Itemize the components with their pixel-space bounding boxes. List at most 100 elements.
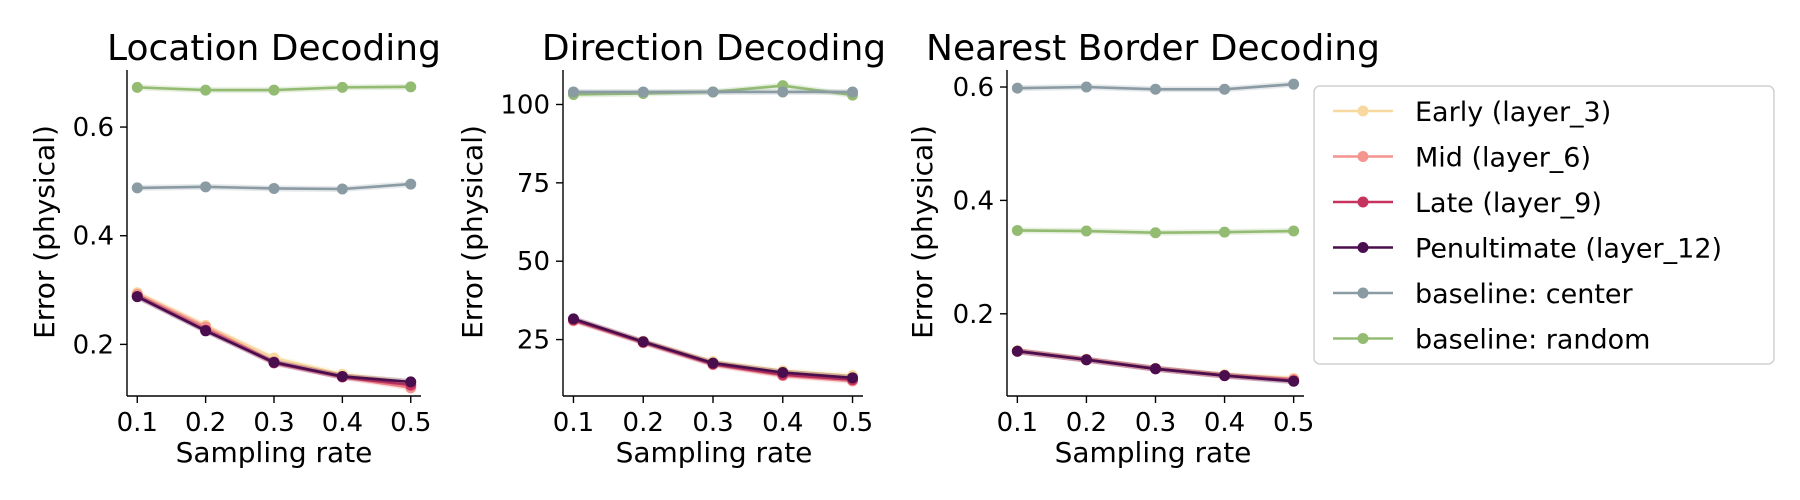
data-point bbox=[200, 84, 212, 96]
series-band bbox=[137, 289, 411, 386]
data-point bbox=[1150, 83, 1161, 95]
legend-swatch-marker bbox=[1357, 196, 1369, 208]
x-tick-label: 0.4 bbox=[762, 408, 803, 438]
x-tick-label: 0.2 bbox=[185, 408, 226, 438]
y-tick-label: 50 bbox=[517, 247, 550, 277]
data-point bbox=[1288, 78, 1300, 90]
data-point bbox=[1080, 225, 1092, 237]
data-point bbox=[777, 366, 789, 378]
legend-entry-late: Late (layer_9) bbox=[1333, 188, 1602, 219]
data-point bbox=[707, 357, 719, 369]
x-tick-label: 0.1 bbox=[553, 408, 594, 438]
chart-title: Nearest Border Decoding bbox=[926, 28, 1380, 69]
legend-label: baseline: center bbox=[1415, 279, 1634, 310]
plot-area: 0.1 0.2 0.3 0.4 0.5 0.2 0.4 0.6 bbox=[73, 70, 431, 438]
x-axis-label: Sampling rate bbox=[176, 436, 373, 469]
y-tick-label: 0.6 bbox=[953, 73, 994, 103]
plot-area: 0.1 0.2 0.3 0.4 0.5 25 50 75 100 bbox=[500, 70, 873, 438]
x-tick-label: 0.3 bbox=[1135, 408, 1176, 438]
series-band bbox=[137, 293, 411, 389]
legend-items: Early (layer_3) Mid (layer_6) Late (layer_… bbox=[1333, 97, 1722, 356]
x-tick-label: 0.2 bbox=[1066, 408, 1107, 438]
series-early bbox=[567, 313, 859, 382]
data-point bbox=[567, 313, 579, 325]
x-tick-label: 0.4 bbox=[1204, 408, 1245, 438]
data-point bbox=[336, 81, 348, 93]
data-point bbox=[707, 86, 719, 98]
data-point bbox=[637, 336, 649, 348]
series-penultimate bbox=[1011, 345, 1300, 387]
data-point bbox=[405, 178, 417, 190]
series-center bbox=[567, 86, 859, 98]
legend: Early (layer_3) Mid (layer_6) Late (layer_… bbox=[1313, 85, 1775, 365]
legend-swatch-marker bbox=[1357, 242, 1369, 253]
x-tick-label: 0.3 bbox=[253, 408, 294, 438]
x-tick-label: 0.4 bbox=[322, 408, 363, 438]
y-tick-label: 25 bbox=[517, 326, 550, 356]
legend-label: Penultimate (layer_12) bbox=[1415, 234, 1722, 265]
data-point bbox=[1288, 225, 1300, 237]
chart-panel-direction: Direction Decoding Error (physical) Samp… bbox=[456, 28, 886, 469]
series-random bbox=[131, 81, 417, 96]
legend-swatch-marker bbox=[1357, 151, 1369, 162]
data-point bbox=[1219, 226, 1231, 238]
chart-title: Location Decoding bbox=[107, 28, 441, 69]
legend-entry-random: baseline: random bbox=[1333, 325, 1651, 356]
x-tick-label: 0.5 bbox=[1273, 408, 1314, 438]
legend-label: Mid (layer_6) bbox=[1415, 143, 1591, 174]
legend-swatch-marker bbox=[1357, 333, 1369, 344]
series-line bbox=[136, 291, 411, 384]
data-point bbox=[405, 81, 417, 93]
legend-entry-early: Early (layer_3) bbox=[1333, 97, 1611, 128]
data-point bbox=[200, 325, 212, 337]
legend-entry-mid: Mid (layer_6) bbox=[1333, 143, 1591, 174]
data-point bbox=[847, 372, 859, 384]
x-tick-label: 0.3 bbox=[692, 408, 733, 438]
legend-frame bbox=[1313, 85, 1775, 365]
series-random bbox=[1011, 224, 1300, 239]
data-point bbox=[268, 182, 280, 194]
data-point bbox=[131, 182, 143, 194]
series-center bbox=[131, 178, 417, 195]
series-band bbox=[573, 315, 853, 381]
plot-area: 0.1 0.2 0.3 0.4 0.5 0.2 0.4 0.6 bbox=[953, 70, 1314, 438]
y-axis-label: Error (physical) bbox=[28, 125, 61, 339]
data-point bbox=[1011, 82, 1023, 94]
data-point bbox=[336, 370, 348, 382]
data-point bbox=[777, 86, 789, 98]
data-point bbox=[1150, 363, 1161, 375]
legend-entry-penultimate: Penultimate (layer_12) bbox=[1333, 234, 1722, 265]
data-point bbox=[1150, 227, 1161, 239]
data-point bbox=[637, 86, 649, 98]
y-tick-label: 75 bbox=[517, 169, 550, 199]
x-tick-label: 0.1 bbox=[997, 408, 1038, 438]
series-penultimate bbox=[131, 291, 417, 388]
x-tick-label: 0.1 bbox=[117, 408, 158, 438]
x-axis-label: Sampling rate bbox=[1055, 436, 1252, 469]
y-tick-label: 0.4 bbox=[73, 222, 114, 252]
legend-label: Late (layer_9) bbox=[1415, 188, 1602, 219]
data-point bbox=[1288, 375, 1300, 387]
legend-label: baseline: random bbox=[1415, 325, 1651, 356]
y-tick-label: 100 bbox=[500, 90, 550, 120]
data-point bbox=[1219, 370, 1231, 382]
series-penultimate bbox=[567, 313, 859, 384]
x-tick-label: 0.2 bbox=[623, 408, 664, 438]
y-tick-label: 0.2 bbox=[73, 330, 114, 360]
data-point bbox=[131, 81, 143, 93]
data-point bbox=[1011, 224, 1023, 236]
series-band bbox=[137, 293, 411, 385]
data-point bbox=[1080, 354, 1092, 366]
x-tick-label: 0.5 bbox=[832, 408, 873, 438]
legend-entry-center: baseline: center bbox=[1333, 279, 1634, 310]
data-point bbox=[268, 84, 280, 96]
data-point bbox=[1011, 345, 1023, 357]
x-tick-label: 0.5 bbox=[390, 408, 431, 438]
y-tick-label: 0.2 bbox=[953, 300, 994, 330]
data-point bbox=[567, 86, 579, 98]
data-point bbox=[336, 183, 348, 195]
data-point bbox=[1080, 81, 1092, 93]
series-early bbox=[131, 287, 417, 388]
series-line bbox=[136, 293, 411, 390]
